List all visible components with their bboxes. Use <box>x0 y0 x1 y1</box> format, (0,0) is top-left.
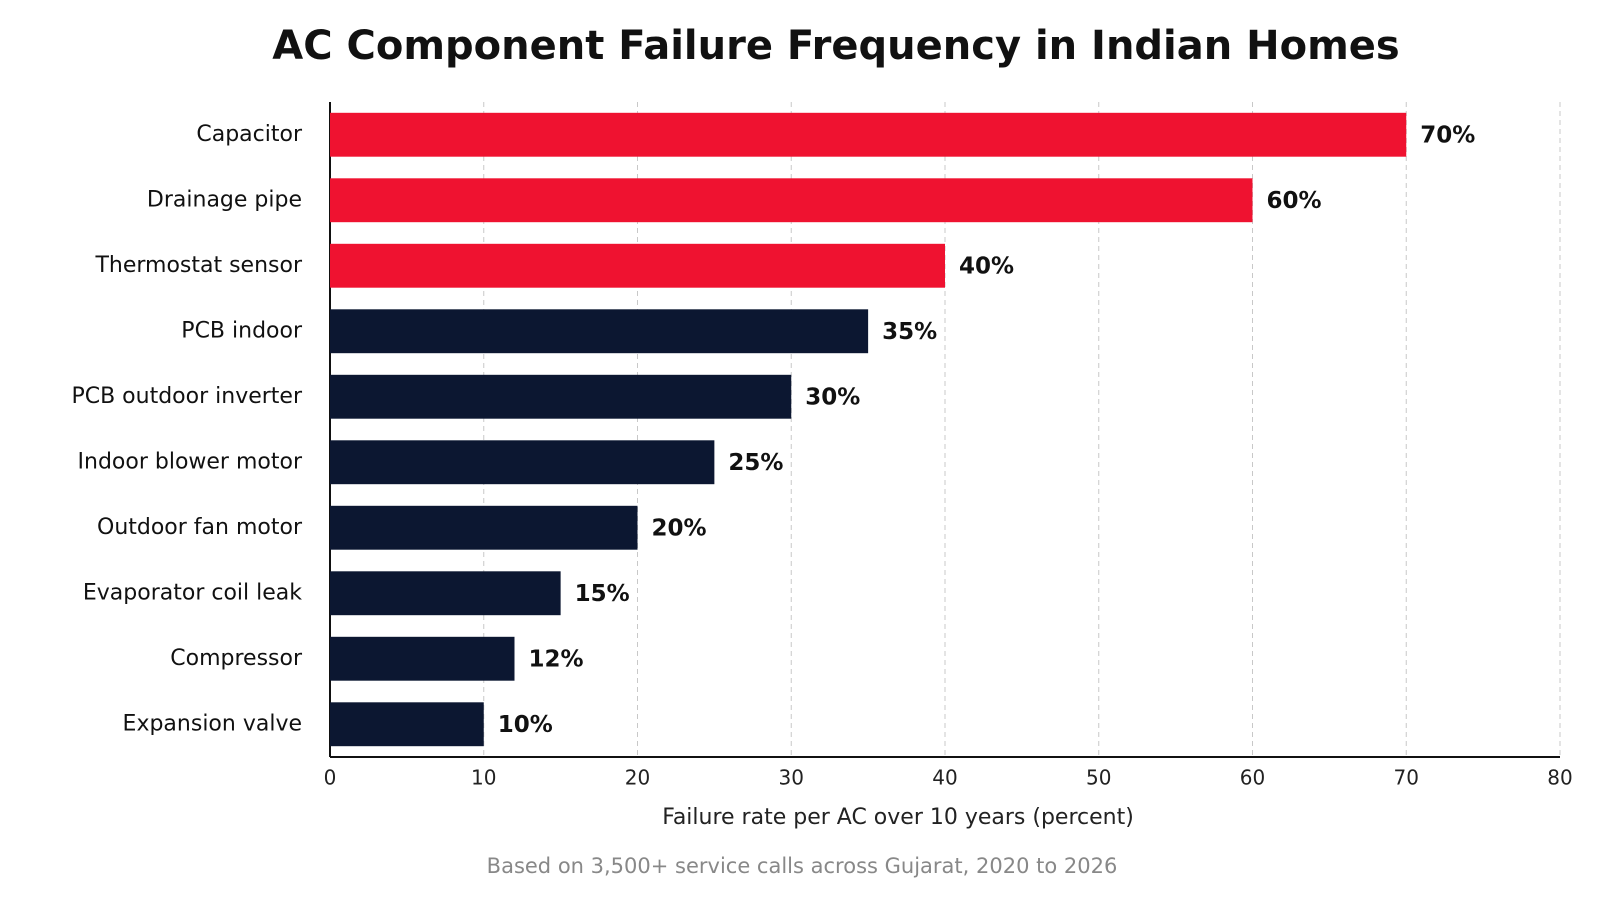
value-label: 35% <box>882 319 937 345</box>
bar <box>330 505 638 550</box>
y-tick-label: Capacitor <box>196 122 303 147</box>
y-tick-label: Outdoor fan motor <box>97 515 303 540</box>
value-label: 40% <box>959 253 1014 279</box>
value-label: 25% <box>728 450 783 476</box>
value-label: 70% <box>1420 122 1475 148</box>
x-tick-label: 50 <box>1086 766 1111 790</box>
value-label: 10% <box>498 712 553 738</box>
y-tick-label: Compressor <box>170 646 303 671</box>
x-axis-title: Failure rate per AC over 10 years (perce… <box>662 805 1134 830</box>
bar <box>330 374 792 419</box>
x-tick-label: 60 <box>1240 766 1265 790</box>
value-label: 15% <box>575 581 630 607</box>
bar <box>330 571 561 616</box>
chart-title: AC Component Failure Frequency in Indian… <box>272 23 1399 69</box>
y-tick-label: Indoor blower motor <box>78 449 303 474</box>
bar <box>330 309 869 354</box>
y-tick-label: PCB outdoor inverter <box>71 384 302 409</box>
x-tick-label: 30 <box>779 766 804 790</box>
bar <box>330 243 945 288</box>
bar <box>330 178 1253 223</box>
y-tick-label: PCB indoor <box>181 318 303 343</box>
bar <box>330 702 484 747</box>
footnote: Based on 3,500+ service calls across Guj… <box>487 854 1118 878</box>
x-tick-label: 80 <box>1547 766 1572 790</box>
x-tick-label: 70 <box>1394 766 1419 790</box>
value-label: 60% <box>1267 188 1322 214</box>
x-tick-label: 0 <box>324 766 337 790</box>
y-tick-label: Drainage pipe <box>147 187 302 212</box>
value-label: 20% <box>652 515 707 541</box>
bar <box>330 112 1407 157</box>
x-tick-label: 40 <box>932 766 957 790</box>
bar <box>330 636 515 681</box>
x-tick-label: 20 <box>625 766 650 790</box>
value-label: 12% <box>529 646 584 672</box>
y-tick-label: Expansion valve <box>123 711 302 736</box>
x-tick-label: 10 <box>471 766 496 790</box>
bar <box>330 440 715 485</box>
y-tick-label: Thermostat sensor <box>94 253 303 278</box>
y-tick-label: Evaporator coil leak <box>83 580 302 605</box>
value-label: 30% <box>805 384 860 410</box>
